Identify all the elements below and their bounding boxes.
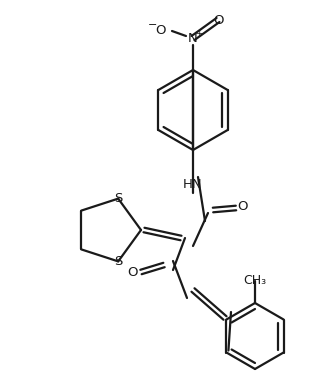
Text: −: − bbox=[148, 20, 158, 30]
Text: O: O bbox=[128, 265, 138, 279]
Text: O: O bbox=[238, 200, 248, 212]
Text: O: O bbox=[214, 14, 224, 26]
Text: +: + bbox=[195, 29, 203, 38]
Text: N: N bbox=[188, 31, 198, 45]
Text: S: S bbox=[114, 255, 122, 268]
Text: O: O bbox=[156, 24, 166, 36]
Text: S: S bbox=[114, 192, 122, 205]
Text: CH₃: CH₃ bbox=[243, 274, 266, 288]
Text: HN: HN bbox=[183, 178, 203, 192]
